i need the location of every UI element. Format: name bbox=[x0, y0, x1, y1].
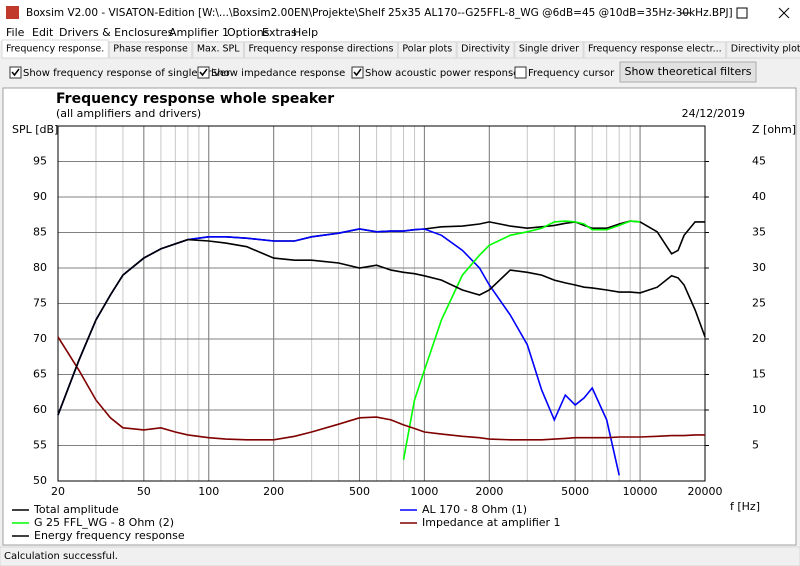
checkbox[interactable] bbox=[514, 66, 527, 79]
tab[interactable] bbox=[514, 41, 584, 59]
y2-tick-label: 25 bbox=[752, 297, 766, 310]
menu-item[interactable]: Amplifier 1 bbox=[169, 26, 229, 39]
x-tick-label: 20 bbox=[51, 485, 65, 498]
y2-tick-label: 15 bbox=[752, 368, 766, 381]
tab-label[interactable]: Polar plots bbox=[402, 44, 452, 55]
x-axis-label: f [Hz] bbox=[730, 500, 760, 513]
y-tick-label: 50 bbox=[33, 474, 47, 487]
y2-axis-label: Z [ohm] bbox=[752, 123, 796, 136]
checkmark bbox=[199, 68, 208, 77]
legend-label: AL 170 - 8 Ohm (1) bbox=[422, 503, 527, 516]
legend-label: Energy frequency response bbox=[34, 529, 185, 542]
tab-label[interactable]: Directivity bbox=[461, 44, 510, 55]
chart-date: 24/12/2019 bbox=[682, 107, 745, 120]
y-tick-label: 90 bbox=[33, 190, 47, 203]
tab-label[interactable]: Max. SPL bbox=[197, 44, 240, 55]
menu-item[interactable]: Edit bbox=[32, 26, 54, 39]
x-tick-label: 200 bbox=[263, 485, 284, 498]
tab-label[interactable]: Directivity plots bbox=[731, 44, 800, 55]
status-bar bbox=[0, 546, 800, 566]
status-text: Calculation successful. bbox=[4, 551, 118, 562]
tab[interactable] bbox=[244, 41, 398, 59]
option-label[interactable]: Show impedance response bbox=[211, 68, 345, 79]
tab-label[interactable]: Frequency response directions bbox=[249, 44, 394, 55]
y-tick-label: 95 bbox=[33, 155, 47, 168]
plot-frame bbox=[57, 125, 706, 482]
legend-label: Impedance at amplifier 1 bbox=[422, 516, 561, 529]
maximize-button[interactable] bbox=[736, 7, 748, 19]
chart-panel bbox=[2, 87, 797, 546]
checkmark bbox=[353, 68, 362, 77]
app-icon bbox=[6, 6, 19, 19]
y2-tick-label: 45 bbox=[752, 155, 766, 168]
menu-item[interactable]: File bbox=[6, 26, 25, 39]
x-tick-label: 500 bbox=[349, 485, 370, 498]
option-label[interactable]: Show frequency response of single driver bbox=[23, 68, 231, 79]
tab-label[interactable]: Phase response bbox=[113, 44, 188, 55]
tab[interactable] bbox=[583, 41, 727, 59]
chart-title: Frequency response whole speaker bbox=[56, 91, 334, 107]
series-line bbox=[57, 336, 705, 441]
tab[interactable] bbox=[192, 41, 245, 59]
y2-tick-label: 30 bbox=[752, 261, 766, 274]
title-bar bbox=[0, 0, 800, 25]
tab[interactable] bbox=[1, 39, 109, 59]
checkmark bbox=[11, 68, 20, 77]
x-tick-label: 1000 bbox=[410, 485, 438, 498]
button-label: Show theoretical filters bbox=[624, 65, 751, 78]
x-tick-label: 2000 bbox=[475, 485, 503, 498]
y2-tick-label: 10 bbox=[752, 403, 766, 416]
y-tick-label: 80 bbox=[33, 261, 47, 274]
filter-button[interactable] bbox=[619, 61, 757, 83]
y-tick-label: 75 bbox=[33, 297, 47, 310]
tab[interactable] bbox=[108, 41, 193, 59]
window-title: Boxsim V2.00 - VISATON-Edition [W:\...\B… bbox=[26, 7, 733, 19]
menu-item[interactable]: Help bbox=[293, 26, 318, 39]
series-line bbox=[402, 220, 641, 460]
tab-label[interactable]: Frequency response. bbox=[6, 44, 104, 55]
menu-bar bbox=[0, 25, 800, 41]
y2-tick-label: 20 bbox=[752, 332, 766, 345]
legend-label: G 25 FFL_WG - 8 Ohm (2) bbox=[34, 516, 174, 529]
tab-label[interactable]: Single driver bbox=[519, 44, 579, 55]
y2-tick-label: 40 bbox=[752, 190, 766, 203]
x-tick-label: 5000 bbox=[561, 485, 589, 498]
y-tick-label: 55 bbox=[33, 439, 47, 452]
x-tick-label: 100 bbox=[198, 485, 219, 498]
option-label[interactable]: Show acoustic power response bbox=[365, 68, 519, 79]
y-tick-label: 70 bbox=[33, 332, 47, 345]
y2-tick-label: 35 bbox=[752, 226, 766, 239]
x-tick-label: 10000 bbox=[623, 485, 658, 498]
menu-item[interactable]: Extras bbox=[262, 26, 297, 39]
series-line bbox=[57, 238, 706, 416]
legend-label: Total amplitude bbox=[33, 503, 119, 516]
tab[interactable] bbox=[456, 41, 515, 59]
tab[interactable] bbox=[397, 41, 457, 59]
menu-item[interactable]: Options bbox=[227, 26, 270, 39]
close-button[interactable] bbox=[778, 7, 790, 19]
menu-item[interactable]: Drivers & Enclosures bbox=[59, 26, 174, 39]
chart-subtitle: (all amplifiers and drivers) bbox=[56, 107, 201, 120]
y-tick-label: 60 bbox=[33, 403, 47, 416]
tab-label[interactable]: Frequency response electr... bbox=[588, 44, 722, 55]
x-tick-label: 20000 bbox=[688, 485, 723, 498]
y-tick-label: 85 bbox=[33, 226, 47, 239]
y-axis-label: SPL [dB] bbox=[12, 123, 58, 136]
option-label[interactable]: Frequency cursor bbox=[528, 68, 615, 79]
x-tick-label: 50 bbox=[137, 485, 151, 498]
tab[interactable] bbox=[726, 41, 800, 59]
y2-tick-label: 5 bbox=[752, 439, 759, 452]
y-tick-label: 65 bbox=[33, 368, 47, 381]
